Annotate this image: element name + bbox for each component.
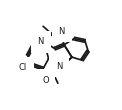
- Text: N: N: [59, 27, 65, 36]
- Text: N: N: [38, 37, 44, 46]
- Text: Cl: Cl: [19, 63, 27, 72]
- Text: O: O: [42, 76, 49, 85]
- Text: N: N: [56, 62, 63, 71]
